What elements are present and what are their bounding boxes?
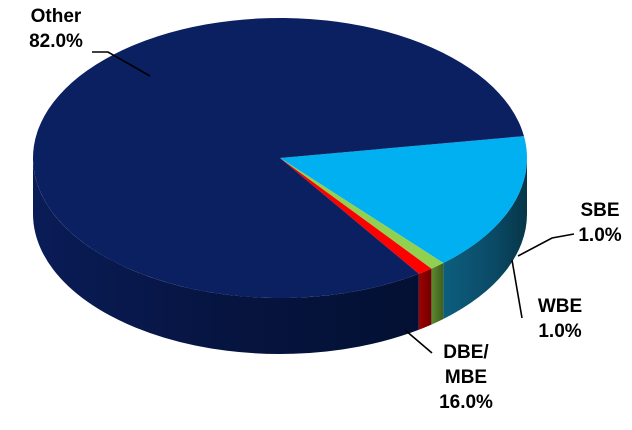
slice-side-dbe-mbe bbox=[443, 158, 527, 320]
slice-top-sbe bbox=[280, 158, 432, 274]
leader-line-other bbox=[92, 51, 151, 77]
slice-top-other bbox=[33, 18, 524, 299]
leader-line-wbe bbox=[511, 259, 523, 319]
slice-top-dbe-mbe bbox=[280, 136, 528, 264]
slice-top-wbe bbox=[280, 158, 444, 269]
data-label-wbe: WBE 1.0% bbox=[538, 296, 582, 342]
leader-line-sbe bbox=[517, 233, 575, 257]
data-label-dbe-mbe: DBE/MBE 16.0% bbox=[439, 342, 493, 413]
slice-side-sbe bbox=[418, 268, 432, 330]
data-label-sbe: SBE 1.0% bbox=[578, 200, 621, 246]
slice-side-other bbox=[33, 158, 419, 355]
slice-side-wbe bbox=[431, 263, 444, 325]
leader-line-dbe-mbe bbox=[404, 329, 433, 354]
data-label-other: Other 82.0% bbox=[29, 6, 83, 52]
